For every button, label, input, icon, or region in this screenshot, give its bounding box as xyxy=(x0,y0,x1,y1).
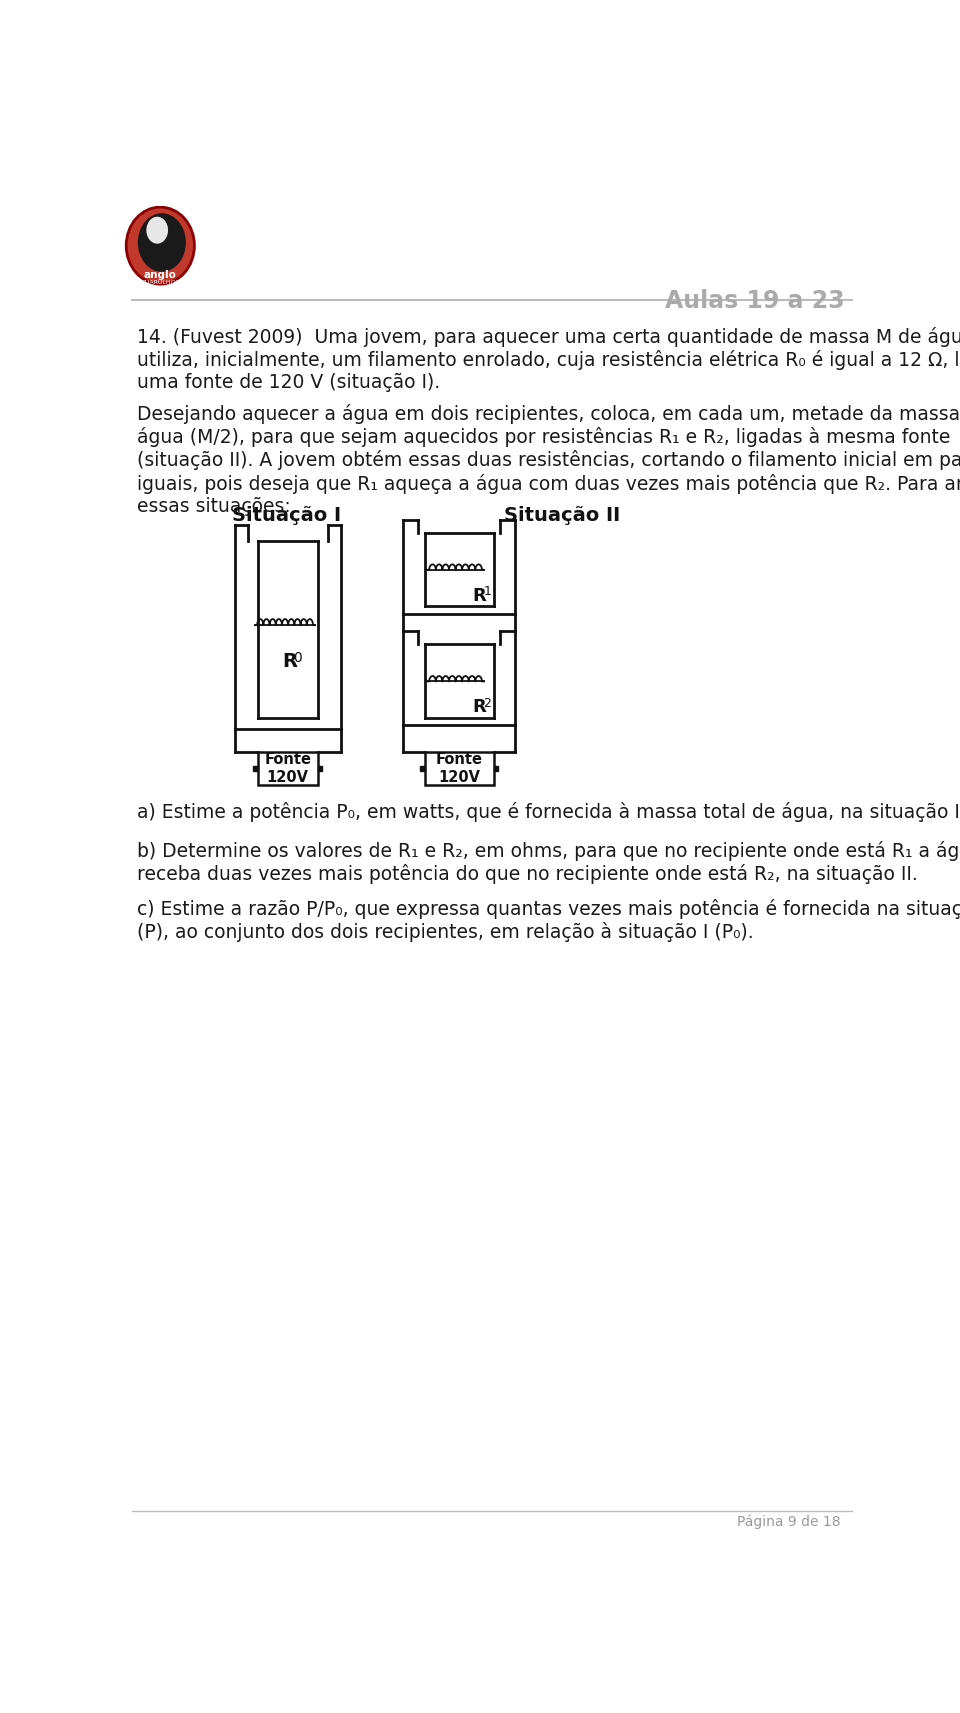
Bar xyxy=(253,766,258,771)
Text: uma fonte de 120 V (situação I).: uma fonte de 120 V (situação I). xyxy=(137,373,441,392)
Bar xyxy=(318,766,323,771)
Text: (situação II). A jovem obtém essas duas resistências, cortando o filamento inici: (situação II). A jovem obtém essas duas … xyxy=(137,451,960,471)
Bar xyxy=(424,752,493,785)
Ellipse shape xyxy=(126,207,194,284)
Text: R: R xyxy=(472,588,487,605)
Text: b) Determine os valores de R₁ e R₂, em ohms, para que no recipiente onde está R₁: b) Determine os valores de R₁ e R₂, em o… xyxy=(137,841,960,862)
Text: receba duas vezes mais potência do que no recipiente onde está R₂, na situação I: receba duas vezes mais potência do que n… xyxy=(137,863,918,884)
Text: Fonte
120V: Fonte 120V xyxy=(436,752,483,785)
Text: iguais, pois deseja que R₁ aqueça a água com duas vezes mais potência que R₂. Pa: iguais, pois deseja que R₁ aqueça a água… xyxy=(137,473,960,493)
Bar xyxy=(420,766,424,771)
Ellipse shape xyxy=(138,212,186,272)
Text: R: R xyxy=(283,653,298,671)
Text: GUARULHOS: GUARULHOS xyxy=(140,279,180,284)
Text: Página 9 de 18: Página 9 de 18 xyxy=(737,1514,841,1530)
Text: Desejando aquecer a água em dois recipientes, coloca, em cada um, metade da mass: Desejando aquecer a água em dois recipie… xyxy=(137,404,960,425)
Text: a) Estime a potência P₀, em watts, que é fornecida à massa total de água, na sit: a) Estime a potência P₀, em watts, que é… xyxy=(137,802,960,822)
Text: Aulas 19 a 23: Aulas 19 a 23 xyxy=(665,289,845,313)
Bar xyxy=(493,766,498,771)
Bar xyxy=(258,752,318,785)
Text: 14. (Fuvest 2009)  Uma jovem, para aquecer uma certa quantidade de massa M de ág: 14. (Fuvest 2009) Uma jovem, para aquece… xyxy=(137,327,960,348)
Text: anglo: anglo xyxy=(144,271,177,279)
Text: (P), ao conjunto dos dois recipientes, em relação à situação I (P₀).: (P), ao conjunto dos dois recipientes, e… xyxy=(137,922,754,942)
Text: utiliza, inicialmente, um filamento enrolado, cuja resistência elétrica R₀ é igu: utiliza, inicialmente, um filamento enro… xyxy=(137,351,960,370)
Text: 0: 0 xyxy=(294,651,302,665)
Text: essas situações:: essas situações: xyxy=(137,497,291,516)
Text: Situação I: Situação I xyxy=(232,505,341,524)
Text: 2: 2 xyxy=(484,697,492,709)
Text: 1: 1 xyxy=(484,586,492,598)
Text: Situação II: Situação II xyxy=(504,505,620,524)
Text: R: R xyxy=(472,699,487,716)
Ellipse shape xyxy=(146,218,168,243)
Text: Fonte
120V: Fonte 120V xyxy=(264,752,311,785)
Text: água (M/2), para que sejam aquecidos por resistências R₁ e R₂, ligadas à mesma f: água (M/2), para que sejam aquecidos por… xyxy=(137,427,950,447)
Text: c) Estime a razão P/P₀, que expressa quantas vezes mais potência é fornecida na : c) Estime a razão P/P₀, que expressa qua… xyxy=(137,899,960,918)
